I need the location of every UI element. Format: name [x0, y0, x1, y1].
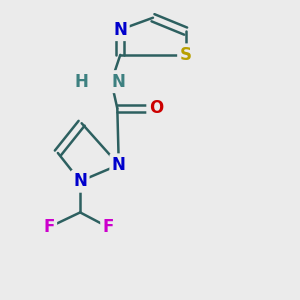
Text: H: H [75, 73, 88, 91]
Text: H: H [75, 73, 88, 91]
Text: N: N [113, 21, 127, 39]
Text: S: S [180, 46, 192, 64]
Text: N: N [112, 73, 126, 91]
Text: F: F [103, 218, 114, 236]
Text: N: N [112, 156, 126, 174]
Text: F: F [43, 218, 55, 236]
Text: N: N [73, 172, 87, 190]
Text: O: O [149, 99, 163, 117]
